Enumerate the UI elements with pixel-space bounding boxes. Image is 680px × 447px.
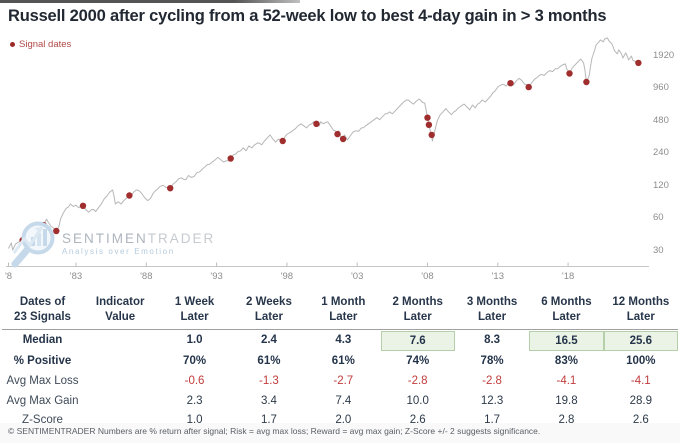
signal-dot xyxy=(334,130,341,138)
table-cell: 7.6 xyxy=(380,330,455,351)
row-label: Median xyxy=(22,334,63,346)
x-axis-label: '18 xyxy=(561,271,575,282)
signal-dot xyxy=(635,59,642,67)
table-header-row: Dates of 23 Signals Indicator Value 1 Week La… xyxy=(2,293,678,330)
table-cell: -1.3 xyxy=(259,375,279,387)
y-axis-label: 240 xyxy=(653,147,669,158)
row-label: Avg Max Loss xyxy=(6,375,79,387)
signal-dot xyxy=(19,237,26,244)
table-cell: 19.8 xyxy=(555,394,578,407)
table-cell: 74% xyxy=(406,355,430,367)
table-cell: 61% xyxy=(331,355,355,367)
legend-signal-dates: Signal dates xyxy=(10,39,71,50)
signal-dot xyxy=(279,137,286,145)
signal-dot xyxy=(167,185,174,192)
table-row-avg-max-gain: Avg Max Gain 2.3 3.4 7.4 10.0 12.3 19.8 28.9 xyxy=(2,392,678,412)
table-header-cell: Dates of 23 Signals xyxy=(14,296,71,323)
signal-dot xyxy=(525,83,532,91)
y-axis-label: 60 xyxy=(653,212,664,223)
table-cell: 4.3 xyxy=(335,334,352,346)
table-cell: -2.7 xyxy=(333,375,354,387)
table-cell: 70% xyxy=(183,355,207,367)
signal-dot xyxy=(79,202,87,209)
table-cell: 3.4 xyxy=(260,394,277,407)
y-axis-label: 30 xyxy=(653,244,664,256)
table-row--positive: % Positive 70% 61% 61% 74% 78% 83% 100% xyxy=(2,351,678,372)
signal-dot xyxy=(428,131,435,139)
table-cell: 2.3 xyxy=(186,394,203,407)
signal-dot xyxy=(313,120,320,128)
x-axis-label: '88 xyxy=(140,271,153,282)
table-header-cell: 2 Weeks Later xyxy=(246,296,292,323)
table-cell: -4.1 xyxy=(630,375,651,387)
x-axis-label: '93 xyxy=(210,271,223,282)
table-cell: 83% xyxy=(554,355,578,367)
table-cell: -4.1 xyxy=(556,375,577,387)
table-cell: 2.4 xyxy=(260,334,277,346)
table-cell: 10.0 xyxy=(406,394,429,407)
x-axis-label: '03 xyxy=(350,271,364,282)
signal-dot xyxy=(40,221,47,229)
table-cell: 78% xyxy=(480,355,504,367)
table-body: Median 1.0 2.4 4.3 7.6 8.3 16.5 25.6 % Positive 7… xyxy=(2,330,678,431)
table-cell: 7.4 xyxy=(335,394,352,407)
signal-dot xyxy=(566,70,573,77)
row-label: % Positive xyxy=(13,355,72,367)
table-cell: -0.6 xyxy=(184,375,205,387)
signal-dot xyxy=(583,78,590,86)
table-cell: 61% xyxy=(257,355,281,367)
x-axis-label: '08 xyxy=(421,271,434,282)
y-axis-label: 480 xyxy=(653,114,669,126)
stats-table: Dates of 23 Signals Indicator Value 1 Week La… xyxy=(2,293,678,431)
table-cell: 25.6 xyxy=(603,330,678,351)
footer-note-bar: © SENTIMENTRADER Numbers are % return af… xyxy=(0,423,680,443)
x-axis-label: '13 xyxy=(491,271,504,282)
table-cell: -2.8 xyxy=(482,375,502,387)
table-header-cell: 12 Months Later xyxy=(612,296,670,323)
table-header-cell: Indicator Value xyxy=(95,296,145,323)
price-chart xyxy=(6,37,649,267)
table-cell: 100% xyxy=(626,355,656,367)
table-cell: 8.3 xyxy=(484,334,501,346)
window-edge-bar xyxy=(0,0,300,3)
table-header-cell: 1 Week Later xyxy=(174,296,215,323)
signal-dot xyxy=(507,80,514,87)
signal-dot xyxy=(53,227,60,235)
table-header-cell: 6 Months Later xyxy=(541,296,592,323)
table-cell: 12.3 xyxy=(480,394,504,407)
signal-dot xyxy=(227,155,234,162)
table-cell: 28.9 xyxy=(629,394,652,407)
y-axis-label: 1920 xyxy=(653,49,675,61)
table-row-avg-max-loss: Avg Max Loss -0.6 -1.3 -2.7 -2.8 -2.8 -4.1 -4.1 xyxy=(2,372,678,392)
signal-dot-icon xyxy=(10,42,15,47)
y-axis-label: 960 xyxy=(653,82,669,93)
x-axis-label: '83 xyxy=(69,271,83,282)
table-cell: -2.8 xyxy=(407,375,428,387)
table-cell: 16.5 xyxy=(529,330,604,351)
signal-dot xyxy=(339,135,347,143)
y-axis-label: 120 xyxy=(653,179,669,191)
x-axis-label: '8 xyxy=(4,271,13,282)
signal-dot xyxy=(425,121,433,128)
signal-dot xyxy=(126,192,133,199)
row-label: Avg Max Gain xyxy=(6,394,79,407)
legend-label: Signal dates xyxy=(19,39,72,50)
page-title: Russell 2000 after cycling from a 52-wee… xyxy=(8,7,607,25)
table-header-cell: 3 Months Later xyxy=(466,296,518,323)
footer-note: © SENTIMENTRADER Numbers are % return af… xyxy=(8,426,541,436)
table-header-cell: 1 Month Later xyxy=(321,296,366,323)
table-header-cell: 2 Months Later xyxy=(392,296,443,323)
table-cell: 1.0 xyxy=(186,334,203,346)
signal-dot xyxy=(424,114,431,121)
price-line xyxy=(8,37,639,251)
x-axis-label: '98 xyxy=(280,271,294,282)
table-row-median: Median 1.0 2.4 4.3 7.6 8.3 16.5 25.6 xyxy=(2,330,678,351)
